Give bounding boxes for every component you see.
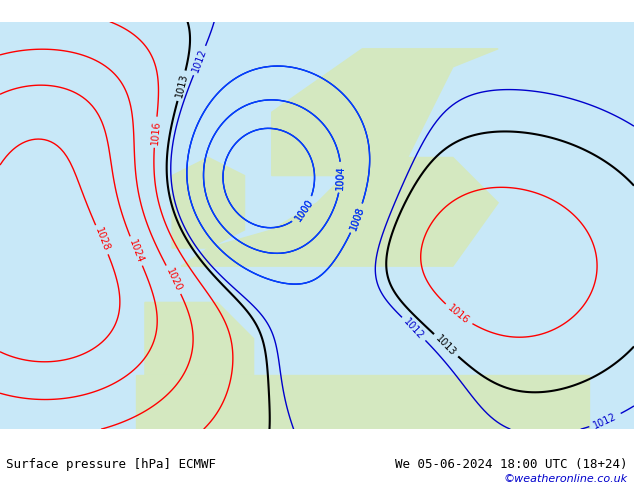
Text: 1013: 1013 [174,73,190,99]
Text: We 05-06-2024 18:00 UTC (18+24): We 05-06-2024 18:00 UTC (18+24) [395,458,628,471]
Polygon shape [145,302,254,375]
Text: 1013: 1013 [434,333,458,358]
Text: 1012: 1012 [191,47,209,74]
Polygon shape [172,157,245,248]
Text: 1016: 1016 [150,120,162,145]
Text: Surface pressure [hPa] ECMWF: Surface pressure [hPa] ECMWF [6,458,216,471]
Text: 1012: 1012 [592,411,619,430]
Polygon shape [272,49,498,175]
Text: 1000: 1000 [293,197,315,223]
Text: 1020: 1020 [164,267,183,293]
Text: 1004: 1004 [335,165,346,190]
Text: 1004: 1004 [335,165,346,190]
Text: 1000: 1000 [293,197,315,223]
Polygon shape [0,22,634,429]
Text: 1008: 1008 [348,205,366,231]
Text: 1016: 1016 [446,303,471,326]
Text: 1024: 1024 [127,238,145,264]
Text: 1028: 1028 [93,226,111,253]
Text: 1012: 1012 [402,317,426,341]
Text: 1008: 1008 [348,205,366,231]
Text: ©weatheronline.co.uk: ©weatheronline.co.uk [503,474,628,484]
Polygon shape [181,157,498,266]
Polygon shape [136,375,589,429]
